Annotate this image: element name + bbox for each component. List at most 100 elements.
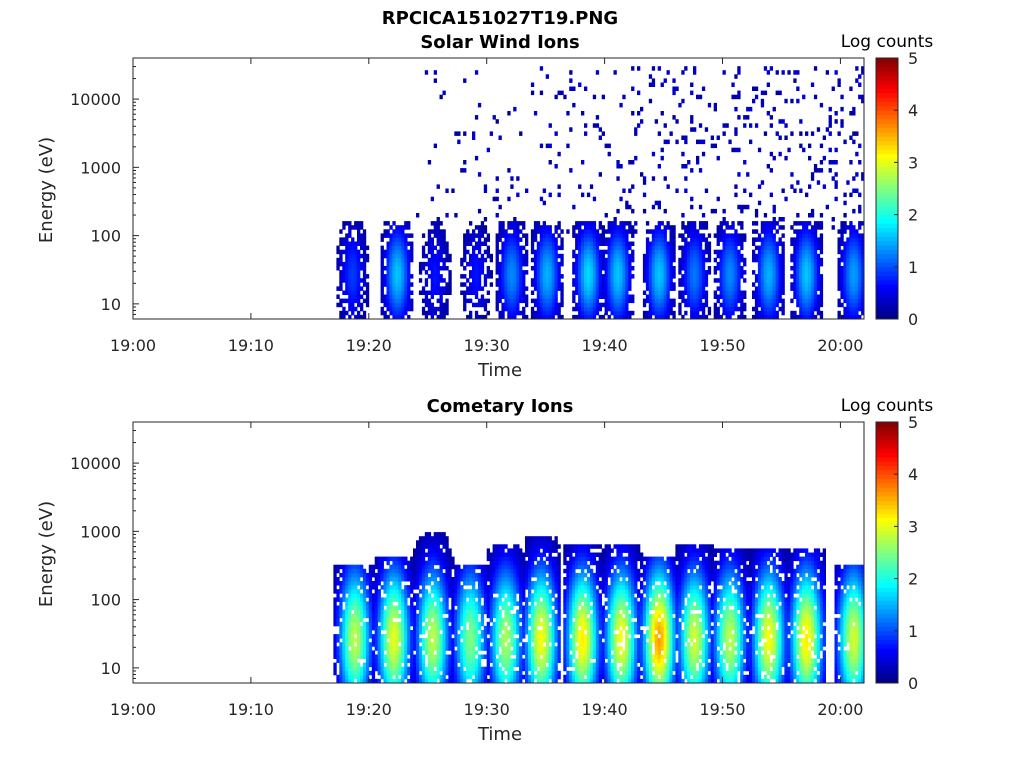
spectrogram-cell	[619, 245, 623, 251]
spectrogram-cell	[427, 237, 432, 242]
spectrogram-cell	[625, 237, 629, 242]
spectrogram-cell	[357, 581, 361, 586]
spectrogram-cell	[333, 581, 337, 586]
spectrogram-cell	[592, 290, 597, 295]
spectrogram-cell	[362, 257, 367, 263]
spectrogram-cell	[719, 278, 723, 283]
spectrogram-cell	[407, 298, 411, 304]
spectrogram-cell	[448, 253, 452, 259]
spectrogram-cell	[690, 115, 694, 120]
spectrogram-cell	[474, 294, 479, 299]
spectrogram-cell	[339, 654, 343, 659]
spectrogram-cell	[360, 568, 364, 574]
spectrogram-cell	[460, 601, 464, 606]
spectrogram-cell	[433, 670, 437, 676]
spectrogram-cell	[421, 654, 426, 659]
spectrogram-cell	[657, 261, 661, 267]
spectrogram-cell	[427, 298, 432, 304]
spectrogram-cell	[351, 266, 355, 271]
spectrogram-cell	[657, 290, 661, 295]
spectrogram-cell	[421, 646, 426, 651]
spectrogram-cell	[578, 245, 582, 251]
spectrogram-cell	[843, 270, 847, 275]
colorbar-segment	[876, 171, 898, 176]
spectrogram-cell	[345, 642, 349, 647]
spectrogram-cell	[442, 577, 446, 582]
spectrogram-cell	[572, 86, 576, 91]
spectrogram-cell	[586, 249, 591, 255]
spectrogram-cell	[336, 658, 340, 663]
spectrogram-cell	[427, 274, 432, 279]
spectrogram-cell	[734, 237, 738, 242]
spectrogram-cell	[439, 568, 443, 574]
spectrogram-cell	[386, 282, 390, 287]
spectrogram-cell	[466, 237, 470, 242]
spectrogram-cell	[539, 196, 544, 202]
spectrogram-cell	[348, 290, 352, 295]
spectrogram-cell	[622, 94, 626, 100]
spectrogram-cell	[416, 625, 420, 631]
spectrogram-cell	[374, 605, 378, 610]
spectrogram-cell	[345, 270, 349, 275]
spectrogram-cell	[410, 634, 414, 639]
spectrogram-cell	[766, 249, 770, 255]
spectrogram-cell	[825, 204, 829, 210]
spectrogram-cell	[389, 670, 393, 676]
spectrogram-cell	[855, 233, 859, 238]
spectrogram-cell	[354, 306, 358, 312]
spectrogram-cell	[601, 314, 605, 320]
spectrogram-cell	[421, 536, 426, 541]
spectrogram-cell	[519, 257, 523, 263]
spectrogram-cell	[557, 270, 561, 275]
spectrogram-cell	[757, 200, 762, 206]
spectrogram-cell	[805, 306, 809, 312]
spectrogram-cell	[392, 630, 396, 635]
spectrogram-cell	[424, 670, 429, 676]
spectrogram-cell	[469, 274, 473, 279]
spectrogram-cell	[495, 646, 499, 651]
spectrogram-cell	[477, 249, 482, 255]
spectrogram-cell	[728, 302, 732, 308]
spectrogram-cell	[404, 585, 408, 590]
spectrogram-cell	[354, 314, 358, 320]
spectrogram-cell	[448, 642, 452, 647]
spectrogram-cell	[846, 274, 850, 279]
spectrogram-cell	[625, 286, 629, 291]
spectrogram-cell	[445, 310, 449, 316]
spectrogram-cell	[351, 613, 355, 619]
spectrogram-cell	[545, 233, 549, 238]
spectrogram-cell	[416, 601, 420, 606]
spectrogram-cell	[731, 241, 735, 246]
spectrogram-cell	[589, 233, 594, 238]
spectrogram-cell	[766, 225, 770, 230]
spectrogram-cell	[616, 306, 620, 312]
spectrogram-cell	[354, 638, 358, 643]
spectrogram-cell	[816, 306, 821, 312]
spectrogram-cell	[395, 302, 399, 308]
spectrogram-cell	[793, 237, 797, 242]
spectrogram-cell	[533, 286, 538, 291]
spectrogram-cell	[386, 294, 390, 299]
spectrogram-cell	[472, 245, 476, 251]
spectrogram-cell	[469, 589, 473, 594]
spectrogram-cell	[575, 302, 579, 308]
spectrogram-cell	[498, 237, 502, 242]
spectrogram-cell	[360, 605, 364, 610]
spectrogram-cell	[410, 621, 414, 627]
spectrogram-cell	[516, 176, 520, 181]
spectrogram-cell	[696, 310, 700, 316]
spectrogram-cell	[858, 241, 862, 246]
spectrogram-cell	[522, 257, 526, 263]
spectrogram-cell	[628, 241, 632, 246]
spectrogram-cell	[701, 294, 706, 299]
spectrogram-cell	[466, 654, 470, 659]
spectrogram-cell	[480, 666, 485, 672]
spectrogram-cell	[666, 274, 670, 279]
spectrogram-cell	[383, 674, 387, 680]
spectrogram-cell	[551, 253, 555, 259]
spectrogram-cell	[651, 278, 656, 283]
spectrogram-cell	[477, 266, 482, 271]
spectrogram-cell	[410, 302, 414, 308]
spectrogram-cell	[722, 266, 726, 271]
spectrogram-cell	[463, 253, 467, 259]
